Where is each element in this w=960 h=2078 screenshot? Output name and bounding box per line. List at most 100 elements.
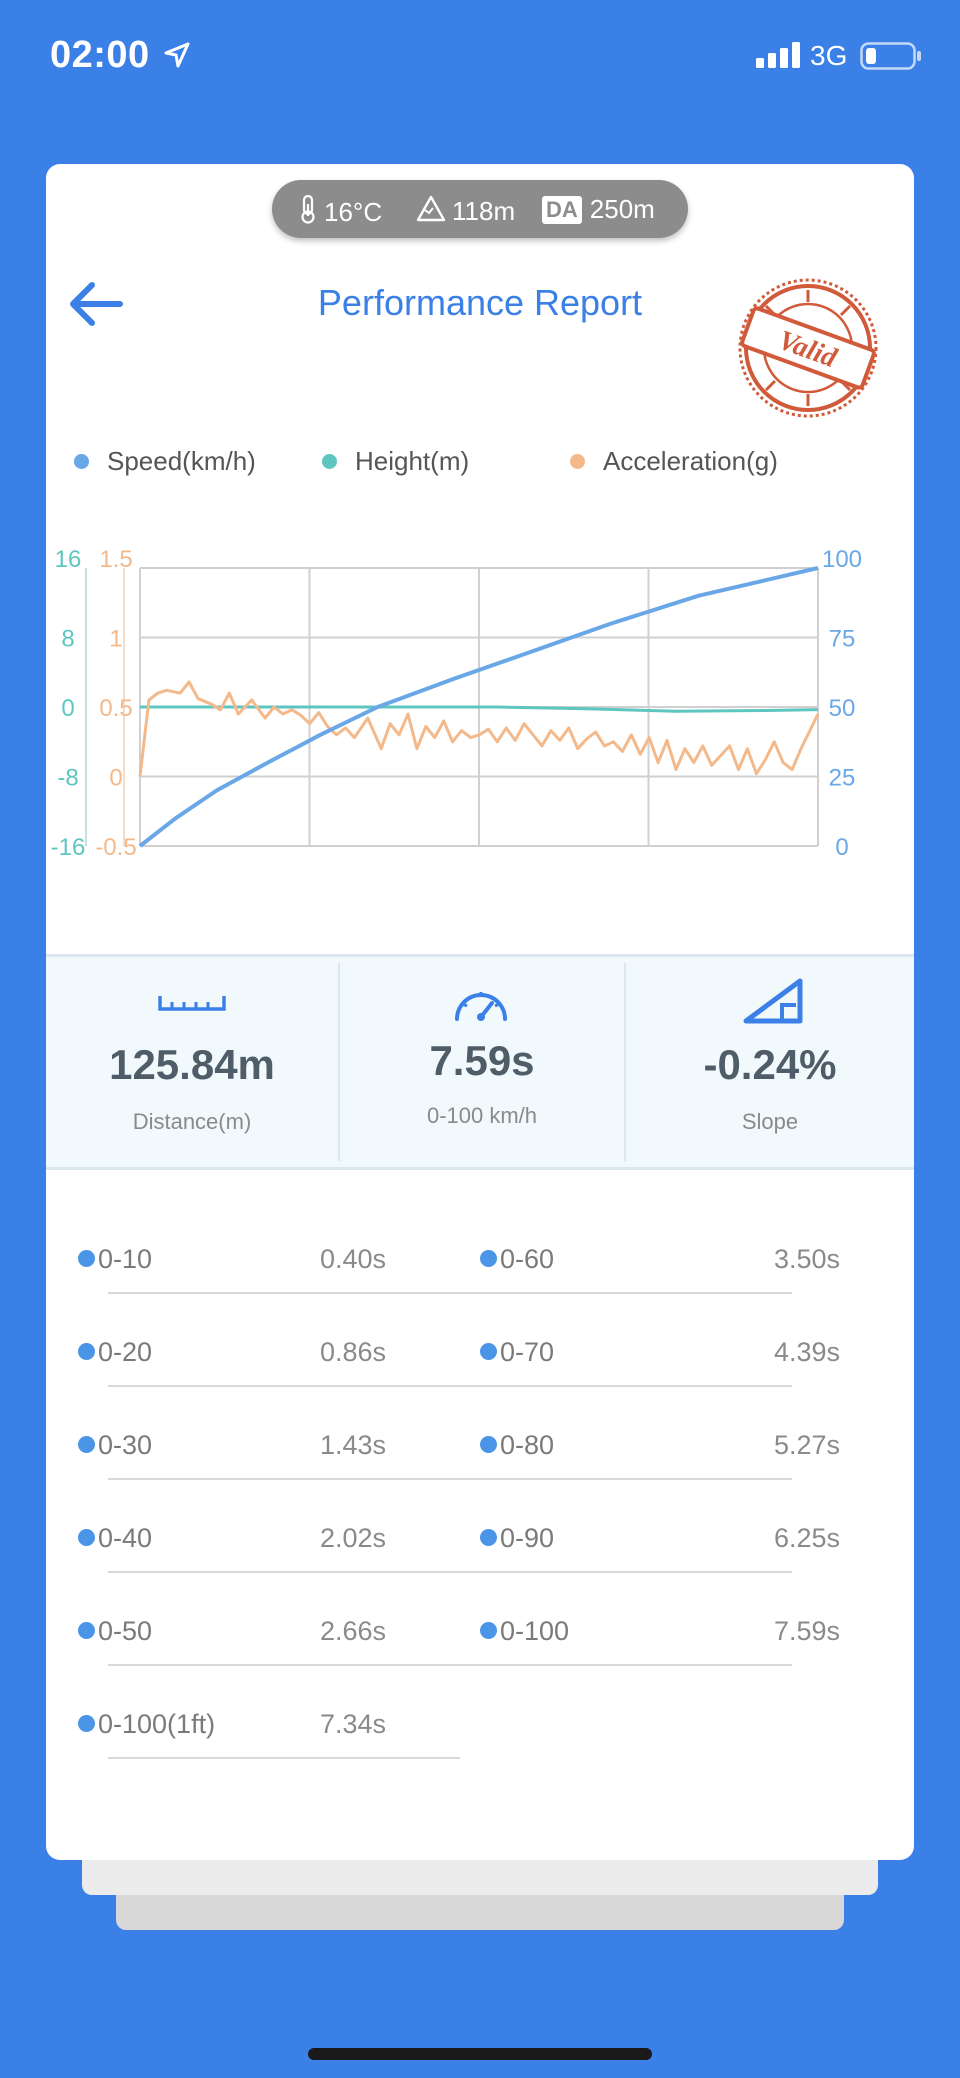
slope-icon [742,977,804,1030]
slope-value: -0.24% [703,1041,837,1088]
legend-acceleration-label: Acceleration(g) [603,446,778,476]
split-time-row: 0-100(1ft) 7.34s [76,1689,386,1782]
split-time-row: 0-20 0.86s [76,1317,386,1410]
distance-stat: 125.84m Distance(m) [46,957,338,1167]
split-value: 2.66s [319,1616,386,1646]
row-divider [108,1757,460,1759]
speed-tick-label: 0 [835,834,848,861]
split-time-row: 0-90 6.25s [478,1503,840,1596]
acceleration-dot-icon [570,454,585,469]
ruler-icon [158,993,226,1018]
conditions-pill: 16°C 118m DA 250m [272,180,688,238]
split-value: 4.39s [773,1337,840,1367]
altitude: 118m [416,194,515,229]
split-label: 0-100 [500,1616,570,1646]
split-value: 0.40s [319,1244,386,1274]
speed-tick-label: 75 [829,626,856,653]
mountain-icon [416,194,452,229]
clock: 02:00 [50,34,150,76]
split-label: 0-50 [98,1616,153,1646]
acceleration-time-stat: 7.59s 0-100 km/h [340,957,624,1167]
stat-divider [338,963,340,1161]
cellular-signal-icon [756,42,802,73]
acceleration-tick-label: 0 [109,765,122,792]
split-value: 7.34s [319,1709,386,1739]
split-time-row: 0-50 2.66s [76,1596,386,1689]
acceleration-tick-label: 1 [109,626,122,653]
bullet-icon [78,1529,95,1546]
stats-panel: 125.84m Distance(m) 7.59s 0-100 km/h -0.… [46,954,914,1170]
legend-height-label: Height(m) [355,446,470,476]
performance-chart: 16 8 0 -8 -16 1.5 1 0.5 0 -0.5 100 75 50 25 0 [51,546,862,861]
bullet-icon [480,1622,497,1639]
split-label: 0-100(1ft) [98,1709,216,1739]
bullet-icon [78,1436,95,1453]
speed-tick-label: 25 [829,765,856,792]
split-time-row: 0-40 2.02s [76,1503,386,1596]
report-card: 16°C 118m DA 250m Performance Report [46,164,914,1860]
temperature-value: 16°C [324,197,383,227]
split-time-row: 0-100 7.59s [478,1596,840,1689]
height-dot-icon [322,454,337,469]
location-arrow-icon [164,42,190,73]
split-value: 6.25s [773,1523,840,1553]
zero-to-hundred-value: 7.59s [429,1037,535,1084]
bullet-icon [78,1343,95,1360]
bullet-icon [78,1715,95,1732]
bullet-icon [78,1622,95,1639]
legend-height: Height(m) [322,446,469,477]
zero-to-hundred-label: 0-100 km/h [426,1103,538,1128]
speed-tick-label: 100 [822,546,862,573]
height-tick-label: -16 [51,834,86,861]
split-label: 0-20 [98,1337,153,1367]
split-label: 0-60 [500,1244,555,1274]
speed-dot-icon [74,454,89,469]
split-time-row: 0-60 3.50s [478,1224,840,1317]
home-indicator [308,2048,652,2060]
acceleration-tick-label: 1.5 [99,546,132,573]
acceleration-tick-label: 0.5 [99,695,132,722]
speed-tick-label: 50 [829,695,856,722]
height-tick-label: 16 [55,546,82,573]
bullet-icon [480,1436,497,1453]
split-value: 1.43s [319,1430,386,1460]
bullet-icon [480,1529,497,1546]
legend-acceleration: Acceleration(g) [570,446,778,477]
slope-stat: -0.24% Slope [626,957,914,1167]
acceleration-line [138,680,820,777]
height-tick-label: -8 [57,765,78,792]
bullet-icon [480,1343,497,1360]
split-time-row: 0-10 0.40s [76,1224,386,1317]
split-value: 0.86s [319,1337,386,1367]
chart-legend: Speed(km/h) Height(m) Acceleration(g) [46,446,914,486]
stat-divider [624,963,626,1161]
split-label: 0-10 [98,1244,153,1274]
legend-speed: Speed(km/h) [74,446,256,477]
height-line [140,705,819,713]
distance-value: 125.84m [109,1041,275,1088]
battery-icon [860,42,922,75]
split-value: 3.50s [773,1244,840,1274]
row-divider [108,1478,792,1480]
row-divider [108,1385,792,1387]
split-label: 0-30 [98,1430,153,1460]
da-badge: DA [542,195,582,224]
network-type: 3G [810,40,848,71]
split-value: 5.27s [773,1430,840,1460]
height-tick-label: 8 [61,626,74,653]
legend-speed-label: Speed(km/h) [107,446,256,476]
split-time-row: 0-70 4.39s [478,1317,840,1410]
bullet-icon [480,1250,497,1267]
temperature: 16°C [298,194,382,231]
bullet-icon [78,1250,95,1267]
acceleration-tick-label: -0.5 [95,834,136,861]
split-time-row: 0-80 5.27s [478,1410,840,1503]
back-arrow-icon [70,282,123,326]
split-label: 0-90 [500,1523,555,1553]
distance-label: Distance(m) [132,1109,252,1134]
row-divider [108,1571,792,1573]
page-title: Performance Report [317,282,643,323]
split-label: 0-70 [500,1337,555,1367]
back-button[interactable] [64,272,128,336]
density-altitude: DA 250m [542,194,655,225]
